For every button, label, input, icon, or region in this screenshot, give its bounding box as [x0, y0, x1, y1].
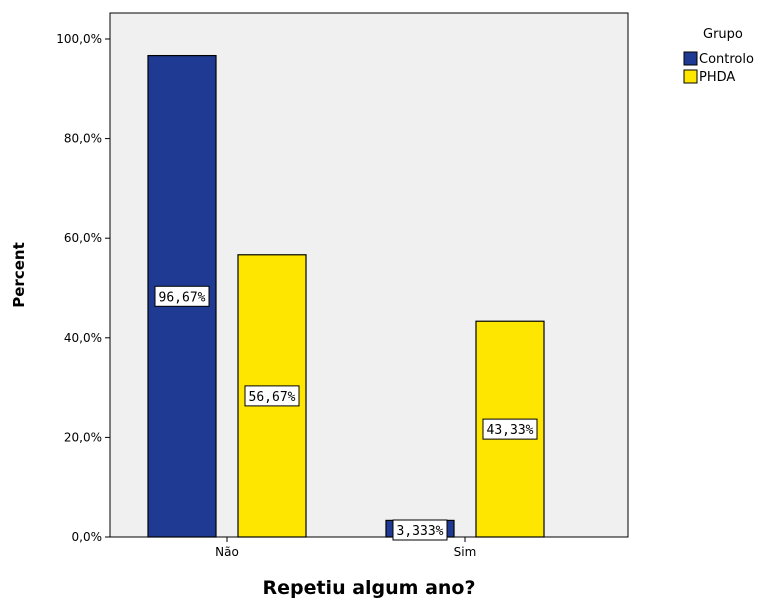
data-label-box [392, 519, 448, 541]
y-tick-label: 40,0% [64, 331, 102, 345]
data-label-box [244, 385, 300, 407]
data-label: 56,67% [249, 390, 296, 405]
y-axis-title: Percent [10, 242, 28, 307]
y-tick-label: 80,0% [64, 132, 102, 146]
legend-swatch-phda [683, 69, 698, 84]
legend-label-phda: PHDA [699, 70, 735, 85]
y-tick-label: 20,0% [64, 430, 102, 444]
y-tick-label: 100,0% [56, 32, 102, 46]
legend-swatch-controlo [683, 51, 698, 66]
x-axis-title: Repetiu algum ano? [262, 577, 475, 599]
y-tick-label: 0,0% [72, 530, 103, 544]
legend: Grupo Controlo PHDA [683, 27, 754, 85]
x-axis: Não Sim [215, 537, 476, 559]
data-label: 43,33% [487, 423, 534, 438]
data-label: 3,333% [397, 524, 444, 539]
x-tick-label: Sim [454, 545, 477, 559]
legend-title: Grupo [703, 27, 743, 42]
legend-label-controlo: Controlo [699, 52, 754, 67]
data-label-box [154, 285, 210, 307]
x-tick-label: Não [215, 545, 239, 559]
data-label: 96,67% [159, 290, 206, 305]
y-axis: 0,0% 20,0% 40,0% 60,0% 80,0% 100,0% [56, 32, 110, 544]
data-label-box [482, 418, 538, 440]
y-tick-label: 60,0% [64, 231, 102, 245]
